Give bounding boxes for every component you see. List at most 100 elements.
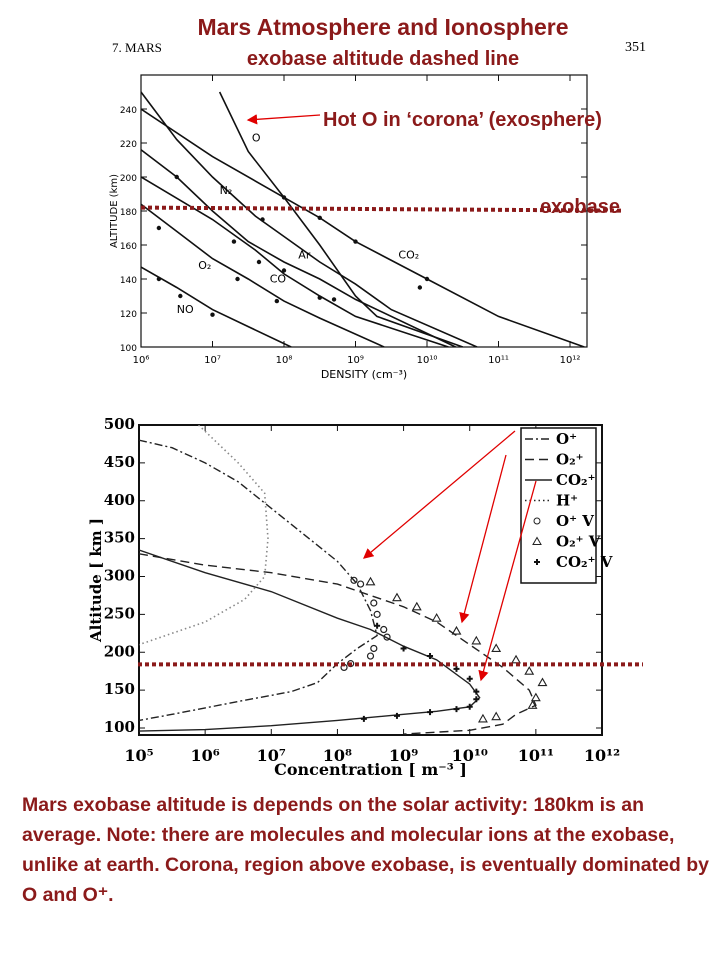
data-point-triangle: [365, 576, 376, 586]
data-point-triangle: [411, 601, 422, 611]
data-point-plus: [374, 622, 381, 629]
series-line-Ar: [141, 149, 456, 347]
legend-swatch: [534, 559, 540, 565]
data-point-circle: [373, 610, 381, 618]
legend-entry: CO₂⁺ V: [556, 553, 613, 571]
y-tick-label: 150: [104, 680, 135, 698]
x-tick-label: 10¹¹: [488, 355, 509, 366]
y-tick-label: 220: [120, 140, 137, 150]
x-tick-label: 10¹²: [584, 746, 620, 765]
x-tick-label: 10⁹: [389, 746, 418, 765]
y-tick-label: 400: [104, 491, 135, 509]
data-point: [260, 217, 265, 222]
x-tick-label: 10⁶: [191, 746, 220, 765]
data-point: [417, 285, 423, 290]
data-point-plus: [466, 703, 473, 710]
series-line-NO: [141, 266, 292, 347]
data-point-plus: [453, 706, 460, 713]
series-line-O₂: [141, 203, 385, 347]
legend-entry: O⁺: [556, 430, 577, 448]
data-point-plus: [427, 709, 434, 716]
x-tick-label: 10¹¹: [518, 746, 554, 765]
legend: O⁺ O₂⁺ CO₂⁺ H⁺ O⁺ V O₂⁺ V CO₂⁺ V: [520, 427, 613, 584]
x-tick-label: 10¹²: [560, 355, 581, 366]
x-tick-label: 10¹⁰: [452, 746, 488, 765]
data-point-circle: [370, 599, 378, 607]
series-label: O: [252, 131, 261, 144]
y-tick-label: 350: [104, 529, 135, 547]
ion-chart: 10⁵ 10⁶ 10⁷ 10⁸ 10⁹ 10¹⁰ 10¹¹ 10¹² 100 150 200 250 3…: [87, 415, 620, 779]
exobase-label: exobase: [540, 196, 620, 218]
y-tick-label: 500: [104, 415, 135, 433]
data-point: [281, 268, 287, 273]
data-point: [317, 215, 322, 220]
series-label: N₂: [220, 184, 233, 197]
x-axis-label: Concentration [ m⁻³ ]: [274, 760, 467, 779]
data-point: [178, 293, 183, 299]
slide-title: Mars Atmosphere and Ionosphere: [197, 14, 569, 40]
data-point-circle: [380, 625, 388, 634]
annotation-arrow: [478, 480, 537, 682]
y-tick-label: 140: [120, 276, 137, 286]
series-line-CO: [141, 176, 449, 347]
series-line-O₂⁺: [139, 553, 537, 735]
series-label: NO: [177, 303, 194, 316]
hot-o-annotation: Hot O in ‘corona’ (exosphere): [323, 109, 602, 131]
density-chart: 10⁶ 10⁷ 10⁸ 10⁹ 10¹⁰ 10¹¹ 10¹² 100 120 140 160 180 2…: [109, 74, 588, 381]
legend-box: [520, 427, 597, 584]
legend-entry: O₂⁺ V: [556, 533, 601, 551]
data-point-triangle: [524, 666, 535, 675]
x-axis-label: DENSITY (cm⁻³): [321, 368, 407, 381]
y-tick-label: 120: [120, 310, 137, 320]
plot-frame: [138, 424, 603, 736]
data-point-plus: [473, 688, 480, 695]
book-chapter-header: 7. MARS: [112, 40, 162, 55]
caption: Mars exobase altitude is depends on the …: [22, 794, 710, 906]
slide-subtitle: exobase altitude dashed line: [246, 48, 520, 70]
data-point-plus: [393, 712, 400, 719]
y-tick-label: 250: [104, 604, 135, 622]
data-point: [353, 239, 358, 244]
legend-entry: H⁺: [556, 492, 578, 510]
series-line-H⁺: [139, 425, 269, 646]
y-tick-label: 240: [120, 106, 137, 116]
y-axis-label: Altitude [ km ]: [87, 518, 105, 643]
x-tick-label: 10⁹: [347, 355, 364, 366]
annotation-arrow: [246, 114, 321, 125]
data-point: [210, 312, 215, 317]
data-point: [331, 297, 337, 302]
series-label: O₂: [198, 259, 211, 272]
data-point-circle: [383, 633, 391, 641]
y-tick-label: 300: [104, 567, 135, 585]
data-point-triangle: [530, 692, 541, 702]
data-point-triangle: [451, 625, 462, 635]
legend-entry: O₂⁺: [556, 451, 584, 469]
data-point: [156, 225, 162, 231]
y-tick-label: 200: [104, 642, 135, 660]
data-point: [235, 276, 240, 282]
data-point-triangle: [477, 713, 488, 723]
series-line-O⁺: [139, 439, 378, 722]
data-point: [231, 239, 237, 244]
legend-entry: CO₂⁺: [556, 471, 596, 489]
series-line-N₂: [141, 91, 478, 347]
y-tick-label: 100: [120, 344, 137, 354]
plot-area: [141, 91, 585, 347]
series-label: CO₂: [398, 249, 419, 262]
data-point-triangle: [392, 592, 402, 602]
x-tick-label: 10⁸: [323, 746, 352, 765]
y-tick-label: 180: [120, 208, 137, 218]
y-tick-label: 160: [120, 242, 137, 252]
x-tick-label: 10⁷: [257, 746, 286, 765]
y-tick-label: 200: [120, 174, 137, 184]
x-tick-label: 10⁶: [133, 355, 150, 366]
legend-entry: O⁺ V: [556, 512, 594, 530]
data-point: [156, 276, 162, 282]
data-point-plus: [360, 715, 367, 722]
data-point-circle: [370, 644, 378, 653]
series-line-CO₂: [141, 108, 585, 347]
data-point-triangle: [537, 677, 548, 687]
data-point: [274, 298, 280, 304]
data-point-triangle: [431, 613, 442, 622]
